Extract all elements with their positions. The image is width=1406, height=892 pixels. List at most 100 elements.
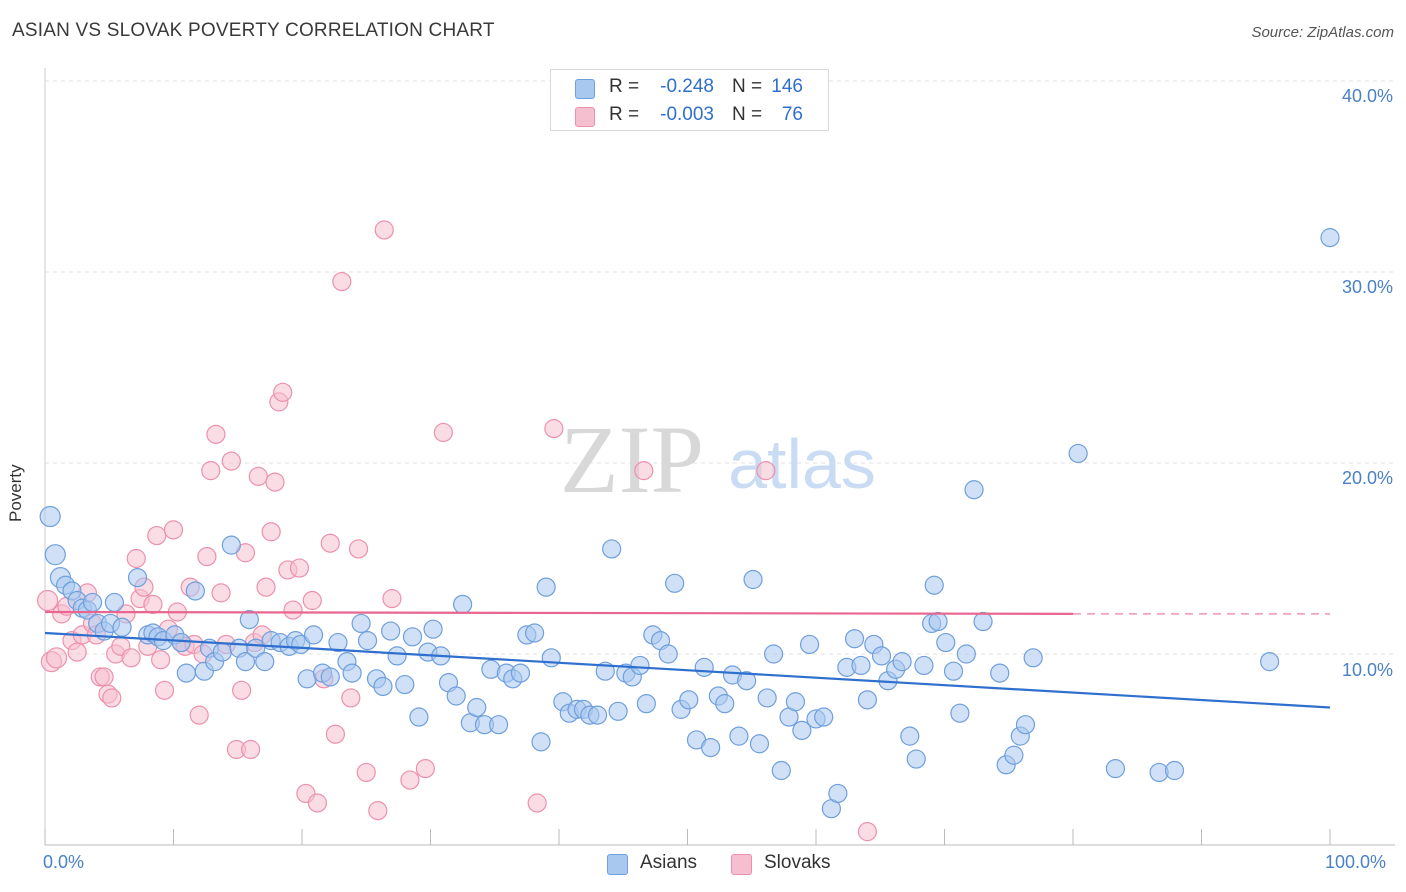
data-point [634,461,654,481]
data-point [964,480,984,500]
legend-row-asians: R = -0.248 N = 146 [551,73,828,101]
slovaks-legend-swatch [731,854,752,875]
data-point [973,611,993,632]
data-point [763,644,784,664]
data-point [510,663,531,683]
data-point [453,594,473,614]
asians-swatch [575,79,595,99]
data-point [45,647,68,669]
data-point [871,646,892,666]
data-point [785,692,806,712]
data-point [1068,443,1088,464]
data-point [737,671,757,691]
chart-title: ASIAN VS SLOVAK POVERTY CORRELATION CHAR… [12,20,495,41]
data-point [409,707,429,727]
data-point [387,646,407,666]
data-point [44,544,66,566]
data-point [541,648,561,668]
data-point [799,634,820,655]
chart-source: Source: ZipAtlas.com [1251,24,1394,41]
data-point [255,652,275,672]
legend-row-slovaks: R = -0.003 N = 76 [551,101,828,129]
y-axis-label-text: Poverty [6,464,25,522]
data-point [771,760,791,781]
data-point [943,661,964,681]
data-point [415,758,435,779]
data-point [1320,228,1340,248]
legend-n-value: 76 [781,104,803,125]
legend-r-label: R = [609,76,640,97]
data-point [924,575,944,595]
x-tick-label-max: 100.0% [1325,852,1387,872]
data-point [273,382,293,402]
trend-lines [44,610,1331,709]
data-point [201,461,221,481]
correlation-legend: R = -0.248 N = 146 R = -0.003 N = 76 [550,69,829,131]
data-point [147,525,167,546]
data-point [857,690,878,710]
data-point [381,621,401,641]
data-point [342,663,362,683]
data-point [729,726,749,746]
data-point [857,822,878,842]
data-point [828,783,848,804]
data-point [1023,648,1043,668]
y-tick-label: 30.0% [1341,277,1393,297]
data-point [990,663,1010,683]
data-point [433,422,453,443]
data-point [256,577,276,597]
data-point [630,655,650,676]
data-point [171,632,191,653]
watermark-zip: ZIP [560,406,704,513]
data-point [524,623,545,643]
data-point [373,676,393,697]
legend-n-label: N = [732,76,763,97]
data-point [844,629,865,649]
data-point [325,724,346,744]
data-point [382,589,402,609]
legend-r-value: -0.248 [660,76,714,97]
data-point [636,694,656,714]
data-point [241,739,261,760]
data-point [211,583,231,603]
data-point [189,705,209,725]
data-point [608,701,628,721]
data-point [715,694,735,714]
data-point [950,703,970,723]
data-point [235,652,256,672]
data-point [212,642,232,662]
data-point [587,705,608,725]
data-point [1015,715,1036,735]
data-point [756,461,776,481]
data-point [658,644,678,664]
y-tick-label: 40.0% [1341,86,1393,106]
data-point [792,720,812,741]
data-point [39,505,61,528]
data-point [679,690,699,710]
data-point [221,451,241,471]
data-point [248,466,268,486]
data-point [665,573,685,593]
data-point [341,688,361,708]
data-point [467,697,487,718]
data-point [914,655,934,676]
data-point [283,600,303,620]
data-point [928,611,948,632]
data-point [348,539,369,559]
data-point [154,680,175,700]
data-point [261,522,281,542]
data-point [374,220,394,240]
data-point [357,631,378,651]
data-point [906,749,926,769]
x-tick-label-min: 0.0% [43,852,85,872]
watermark-atlas: atlas [728,425,876,503]
data-point [446,686,466,706]
slovaks-swatch [575,107,595,127]
data-point [694,657,714,677]
data-point [395,674,415,695]
gridlines [45,80,1395,655]
data-point [121,648,141,668]
data-point [303,625,324,645]
data-point [67,642,87,662]
data-point [246,638,266,658]
